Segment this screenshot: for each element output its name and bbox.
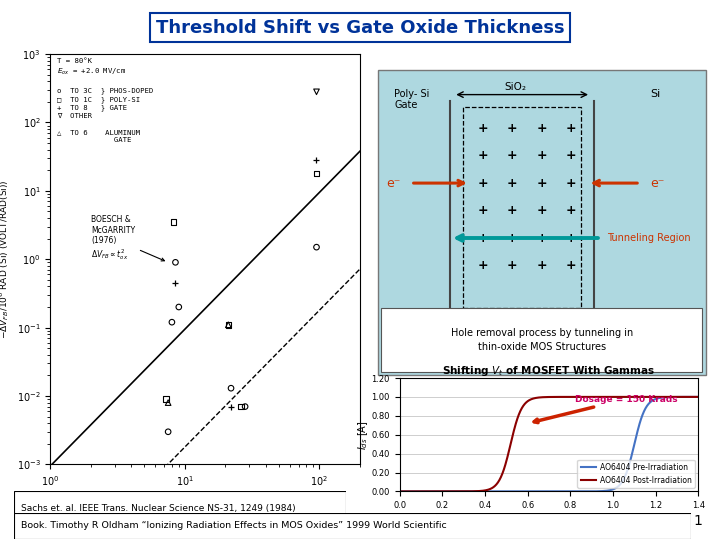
AO6404 Pre-Irradiation (694, 394, 703, 400)
Text: +: + (566, 232, 577, 245)
Text: +: + (477, 259, 488, 272)
Text: +: + (477, 177, 488, 190)
AO6404 Post-Irradiation (395, 488, 404, 495)
Text: SiO₂: SiO₂ (505, 83, 526, 92)
AO6404 Post-Irradiation (595, 394, 603, 400)
Point (311, 156, 323, 165)
Text: +: + (477, 232, 488, 245)
Text: BOESCH &
McGARRITY
(1976)
$\Delta V_{FB}\propto t_{ox}^2$: BOESCH & McGARRITY (1976) $\Delta V_{FB}… (91, 215, 164, 262)
Text: Book. Timothy R Oldham “Ionizing Radiation Effects in MOS Oxides” 1999 World Sci: Book. Timothy R Oldham “Ionizing Radiati… (21, 522, 447, 530)
AO6404 Pre-Irradiation (448, 488, 456, 495)
Point (160, 395, 171, 403)
AO6404 Pre-Irradiation (395, 488, 404, 495)
Point (239, 402, 251, 411)
Point (222, 320, 234, 329)
Text: +: + (507, 259, 518, 272)
Text: +: + (566, 122, 577, 134)
Text: 1: 1 (693, 514, 702, 528)
AO6404 Post-Irradiation (448, 488, 456, 495)
Point (311, 87, 323, 96)
FancyBboxPatch shape (14, 491, 346, 526)
Y-axis label: $-\Delta V_{FB}/10^6$ RAD (Si) (VOLT/RAD(Si)): $-\Delta V_{FB}/10^6$ RAD (Si) (VOLT/RAD… (0, 179, 11, 339)
Text: Hole removal process by tunneling in
thin-oxide MOS Structures: Hole removal process by tunneling in thi… (451, 328, 633, 352)
Text: e⁻: e⁻ (387, 177, 401, 190)
Text: +: + (536, 177, 547, 190)
Text: +: + (566, 259, 577, 272)
FancyBboxPatch shape (378, 70, 706, 375)
Text: +: + (507, 149, 518, 162)
Point (222, 320, 234, 329)
Point (168, 218, 179, 226)
Point (311, 169, 323, 178)
Text: +: + (507, 122, 518, 134)
Text: Tunneling Region: Tunneling Region (608, 233, 691, 243)
Text: +: + (477, 122, 488, 134)
Text: +: + (477, 204, 488, 217)
Text: Poly- Si
Gate: Poly- Si Gate (395, 89, 430, 110)
Text: Si: Si (650, 89, 660, 98)
Text: e⁻: e⁻ (650, 177, 665, 190)
Title: Shifting $V_t$ of MOSFET With Gammas: Shifting $V_t$ of MOSFET With Gammas (442, 364, 656, 378)
Point (225, 384, 237, 393)
Text: +: + (507, 177, 518, 190)
Text: Sachs et. al. IEEE Trans. Nuclear Science NS-31, 1249 (1984): Sachs et. al. IEEE Trans. Nuclear Scienc… (21, 504, 296, 514)
Text: +: + (566, 204, 577, 217)
Line: AO6404 Pre-Irradiation: AO6404 Pre-Irradiation (400, 397, 698, 491)
AO6404 Pre-Irradiation (572, 488, 580, 495)
Point (170, 258, 181, 267)
Point (170, 279, 181, 287)
Legend: AO6404 Pre-Irradiation, AO6404 Post-Irradiation: AO6404 Pre-Irradiation, AO6404 Post-Irra… (577, 460, 695, 488)
Point (166, 318, 178, 327)
Text: +: + (507, 232, 518, 245)
Point (225, 402, 237, 411)
AO6404 Pre-Irradiation (531, 488, 539, 495)
Text: +: + (477, 149, 488, 162)
Point (173, 303, 184, 312)
X-axis label: $V_g$ [V]: $V_g$ [V] (534, 511, 564, 526)
Text: Dosage = 150 Krads: Dosage = 150 Krads (534, 395, 678, 423)
Text: Threshold Shift vs Gate Oxide Thickness: Threshold Shift vs Gate Oxide Thickness (156, 19, 564, 37)
Y-axis label: $I_{ds}$ [A]: $I_{ds}$ [A] (356, 420, 370, 449)
X-axis label: $t_{ox}$ (nm): $t_{ox}$ (nm) (183, 494, 228, 507)
Text: T = 80°K
$E_{ox}$ = +2.0 MV/cm

o  TO 3C  } PHOS-DOPED
□  TO 1C  } POLY-SI
+  TO: T = 80°K $E_{ox}$ = +2.0 MV/cm o TO 3C }… (57, 58, 153, 143)
FancyBboxPatch shape (382, 308, 702, 372)
Text: +: + (536, 232, 547, 245)
Point (163, 428, 174, 436)
Text: +: + (536, 204, 547, 217)
AO6404 Post-Irradiation (572, 394, 580, 400)
Text: +: + (536, 149, 547, 162)
AO6404 Post-Irradiation (620, 394, 629, 400)
Text: +: + (566, 177, 577, 190)
Point (163, 399, 174, 407)
FancyBboxPatch shape (14, 513, 691, 539)
AO6404 Pre-Irradiation (595, 488, 603, 495)
AO6404 Post-Irradiation (694, 394, 703, 400)
AO6404 Pre-Irradiation (472, 488, 481, 495)
Text: +: + (536, 122, 547, 134)
AO6404 Pre-Irradiation (620, 474, 629, 481)
Text: +: + (507, 204, 518, 217)
AO6404 Post-Irradiation (472, 488, 481, 495)
Text: +: + (536, 259, 547, 272)
Text: +: + (566, 149, 577, 162)
Point (235, 402, 246, 411)
Point (311, 243, 323, 252)
AO6404 Post-Irradiation (531, 395, 539, 401)
Line: AO6404 Post-Irradiation: AO6404 Post-Irradiation (400, 397, 698, 491)
